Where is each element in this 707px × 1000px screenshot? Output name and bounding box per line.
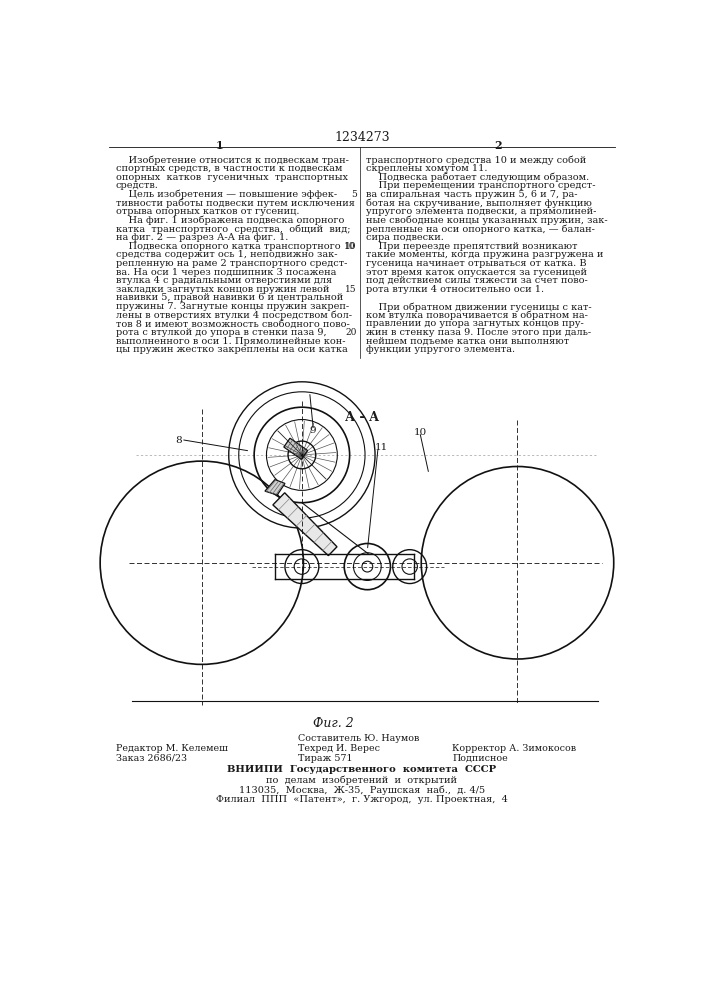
Text: 2: 2 bbox=[494, 140, 502, 151]
Text: жин в стенку паза 9. После этого при даль-: жин в стенку паза 9. После этого при дал… bbox=[366, 328, 591, 337]
Polygon shape bbox=[273, 493, 337, 556]
Polygon shape bbox=[265, 480, 285, 495]
Text: Подписное: Подписное bbox=[452, 754, 508, 763]
Text: ком втулка поворачивается в обратном на-: ком втулка поворачивается в обратном на- bbox=[366, 311, 588, 320]
Text: цы пружин жестко закреплены на оси катка: цы пружин жестко закреплены на оси катка bbox=[115, 345, 347, 354]
Text: средства содержит ось 1, неподвижно зак-: средства содержит ось 1, неподвижно зак- bbox=[115, 250, 337, 259]
Text: на фиг. 2 — разрез А-А на фиг. 1.: на фиг. 2 — разрез А-А на фиг. 1. bbox=[115, 233, 288, 242]
Text: средств.: средств. bbox=[115, 181, 158, 190]
Text: 9: 9 bbox=[310, 426, 316, 435]
Text: Редактор М. Келемеш: Редактор М. Келемеш bbox=[115, 744, 228, 753]
Text: сира подвески.: сира подвески. bbox=[366, 233, 444, 242]
Text: 1: 1 bbox=[216, 140, 223, 151]
Text: При переезде препятствий возникают: При переезде препятствий возникают bbox=[366, 242, 578, 251]
Text: Тираж 571: Тираж 571 bbox=[298, 754, 353, 763]
Text: 20: 20 bbox=[345, 328, 356, 337]
Text: нейшем подъеме катка они выполняют: нейшем подъеме катка они выполняют bbox=[366, 337, 569, 346]
Text: упругого элемента подвески, а прямолиней-: упругого элемента подвески, а прямолиней… bbox=[366, 207, 596, 216]
Text: ва спиральная часть пружин 5, 6 и 7, ра-: ва спиральная часть пружин 5, 6 и 7, ра- bbox=[366, 190, 578, 199]
Text: ботая на скручивание, выполняет функцию: ботая на скручивание, выполняет функцию bbox=[366, 199, 592, 208]
Text: выполненного в оси 1. Прямолинейные кон-: выполненного в оси 1. Прямолинейные кон- bbox=[115, 337, 345, 346]
Text: по  делам  изобретений  и  открытий: по делам изобретений и открытий bbox=[267, 775, 457, 785]
Text: Корректор А. Зимокосов: Корректор А. Зимокосов bbox=[452, 744, 576, 753]
Text: Изобретение относится к подвескам тран-: Изобретение относится к подвескам тран- bbox=[115, 155, 349, 165]
Text: под действием силы тяжести за счет пово-: под действием силы тяжести за счет пово- bbox=[366, 276, 588, 285]
Text: правлении до упора загнутых концов пру-: правлении до упора загнутых концов пру- bbox=[366, 319, 583, 328]
Text: 15: 15 bbox=[345, 285, 356, 294]
Text: 10: 10 bbox=[344, 242, 355, 251]
Polygon shape bbox=[284, 438, 308, 459]
Text: Цель изобретения — повышение эффек-: Цель изобретения — повышение эффек- bbox=[115, 190, 337, 199]
Text: При обратном движении гусеницы с кат-: При обратном движении гусеницы с кат- bbox=[366, 302, 592, 312]
Text: 10: 10 bbox=[414, 428, 427, 437]
Text: навивки 5, правой навивки 6 и центральной: навивки 5, правой навивки 6 и центрально… bbox=[115, 293, 343, 302]
Text: ВНИИПИ  Государственного  комитета  СССР: ВНИИПИ Государственного комитета СССР bbox=[228, 765, 496, 774]
Text: репленную на раме 2 транспортного средст-: репленную на раме 2 транспортного средст… bbox=[115, 259, 347, 268]
Text: 5: 5 bbox=[351, 190, 356, 199]
Text: 10: 10 bbox=[345, 242, 356, 251]
Text: Заказ 2686/23: Заказ 2686/23 bbox=[115, 754, 187, 763]
Text: Составитель Ю. Наумов: Составитель Ю. Наумов bbox=[298, 734, 419, 743]
Text: спортных средств, в частности к подвескам: спортных средств, в частности к подвеска… bbox=[115, 164, 342, 173]
Text: рота втулки 4 относительно оси 1.: рота втулки 4 относительно оси 1. bbox=[366, 285, 544, 294]
Text: рота с втулкой до упора в стенки паза 9,: рота с втулкой до упора в стенки паза 9, bbox=[115, 328, 326, 337]
Text: А - А: А - А bbox=[345, 411, 379, 424]
Text: функции упругого элемента.: функции упругого элемента. bbox=[366, 345, 515, 354]
Text: 8: 8 bbox=[175, 436, 182, 445]
Text: При перемещении транспортного средст-: При перемещении транспортного средст- bbox=[366, 181, 595, 190]
Text: На фиг. 1 изображена подвеска опорного: На фиг. 1 изображена подвеска опорного bbox=[115, 216, 344, 225]
Text: 113035,  Москва,  Ж-35,  Раушская  наб.,  д. 4/5: 113035, Москва, Ж-35, Раушская наб., д. … bbox=[239, 785, 485, 795]
Text: Фиг. 2: Фиг. 2 bbox=[313, 717, 354, 730]
Text: отрыва опорных катков от гусениц.: отрыва опорных катков от гусениц. bbox=[115, 207, 299, 216]
Text: Филиал  ППП  «Патент»,  г. Ужгород,  ул. Проектная,  4: Филиал ППП «Патент», г. Ужгород, ул. Про… bbox=[216, 795, 508, 804]
Text: лены в отверстиях втулки 4 посредством бол-: лены в отверстиях втулки 4 посредством б… bbox=[115, 311, 351, 320]
Text: Подвеска работает следующим образом.: Подвеска работает следующим образом. bbox=[366, 173, 589, 182]
Text: ва. На оси 1 через подшипник 3 посажена: ва. На оси 1 через подшипник 3 посажена bbox=[115, 268, 336, 277]
Text: Техред И. Верес: Техред И. Верес bbox=[298, 744, 380, 753]
Text: катка  транспортного  средства,  общий  вид;: катка транспортного средства, общий вид; bbox=[115, 224, 350, 234]
Text: гусеница начинает отрываться от катка. В: гусеница начинает отрываться от катка. В bbox=[366, 259, 586, 268]
Text: этот время каток опускается за гусеницей: этот время каток опускается за гусеницей bbox=[366, 268, 587, 277]
Text: транспортного средства 10 и между собой: транспортного средства 10 и между собой bbox=[366, 155, 586, 165]
Text: скреплены хомутом 11.: скреплены хомутом 11. bbox=[366, 164, 487, 173]
Text: тов 8 и имеют возможность свободного пово-: тов 8 и имеют возможность свободного пов… bbox=[115, 319, 349, 328]
Text: закладки загнутых концов пружин левой: закладки загнутых концов пружин левой bbox=[115, 285, 329, 294]
Text: ные свободные концы указанных пружин, зак-: ные свободные концы указанных пружин, за… bbox=[366, 216, 607, 225]
Text: тивности работы подвески путем исключения: тивности работы подвески путем исключени… bbox=[115, 199, 354, 208]
Text: 1234273: 1234273 bbox=[334, 131, 390, 144]
Text: пружины 7. Загнутые концы пружин закреп-: пружины 7. Загнутые концы пружин закреп- bbox=[115, 302, 349, 311]
Text: такие моменты, когда пружина разгружена и: такие моменты, когда пружина разгружена … bbox=[366, 250, 603, 259]
Text: 11: 11 bbox=[375, 443, 388, 452]
Text: репленные на оси опорного катка, — балан-: репленные на оси опорного катка, — балан… bbox=[366, 224, 595, 234]
Text: втулка 4 с радиальными отверстиями для: втулка 4 с радиальными отверстиями для bbox=[115, 276, 332, 285]
Text: Подвеска опорного катка транспортного: Подвеска опорного катка транспортного bbox=[115, 242, 340, 251]
Text: опорных  катков  гусеничных  транспортных: опорных катков гусеничных транспортных bbox=[115, 173, 348, 182]
